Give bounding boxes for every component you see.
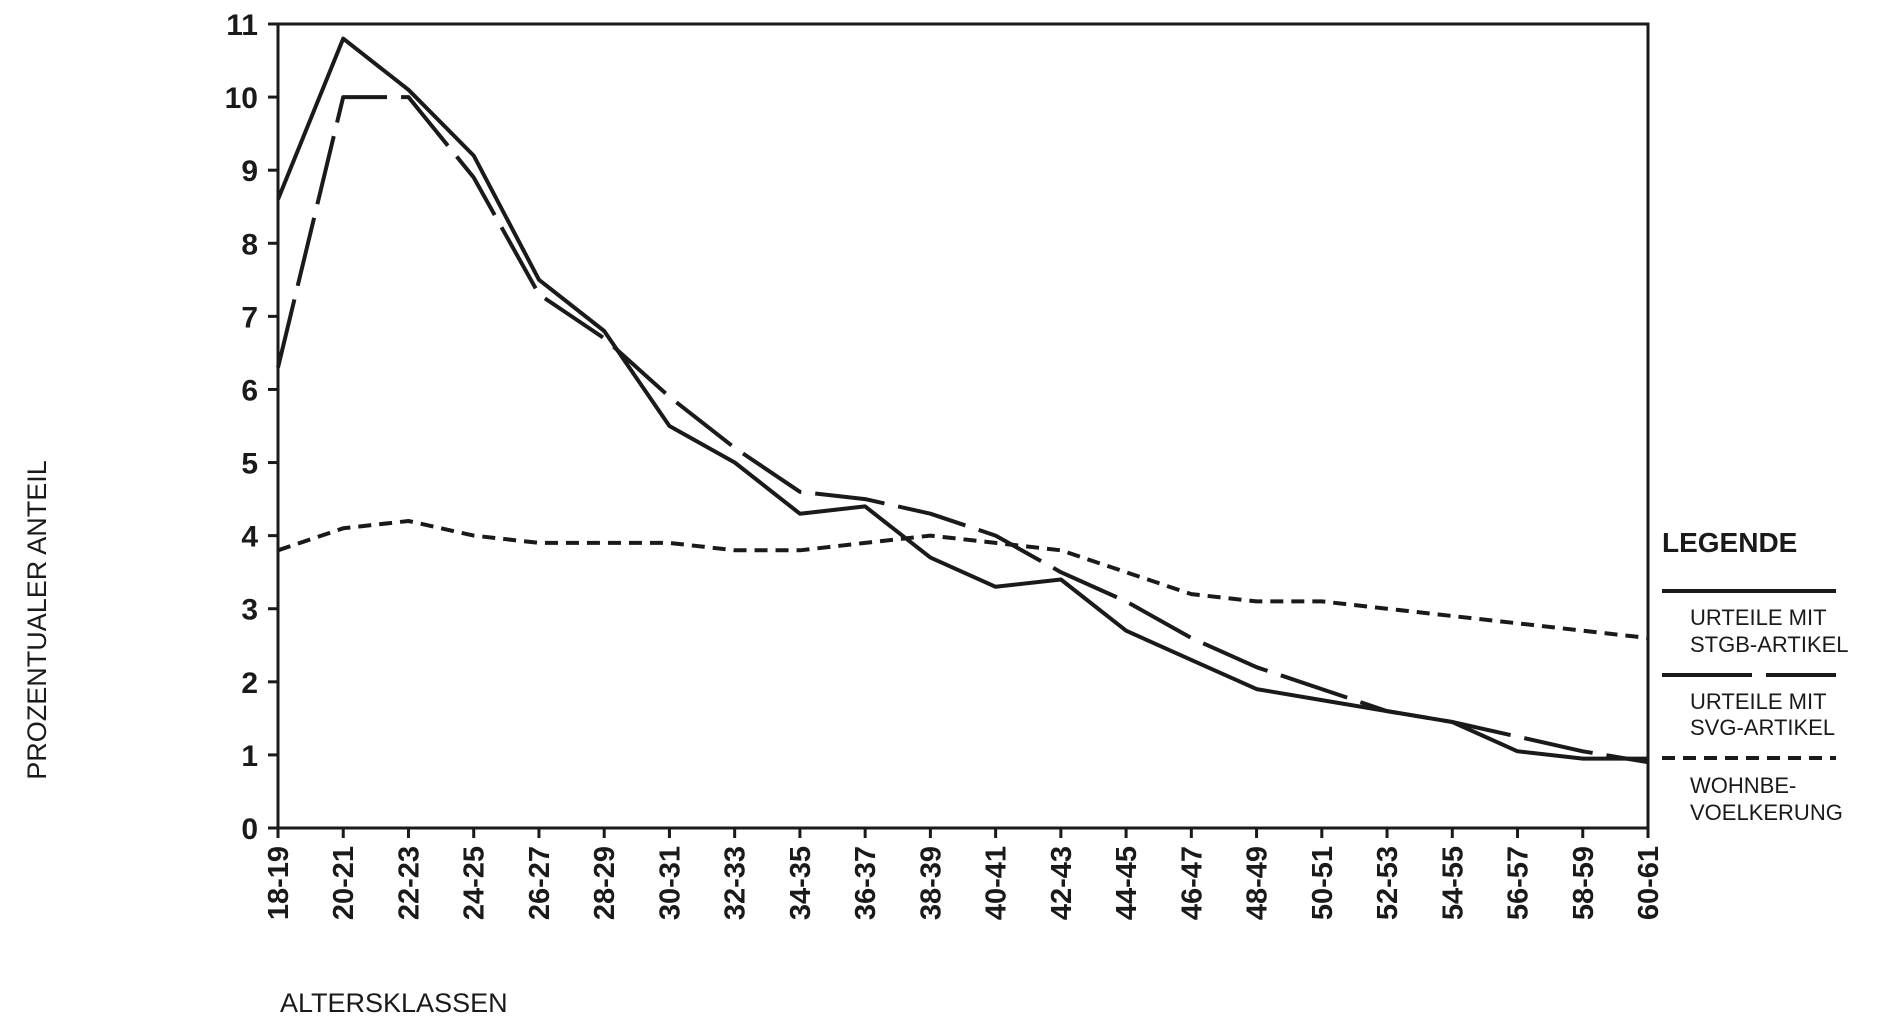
x-tick-label: 46-47 bbox=[1176, 846, 1208, 920]
legend: LEGENDE URTEILE MIT STGB-ARTIKEL URTEILE… bbox=[1662, 527, 1849, 825]
x-tick-label: 24-25 bbox=[459, 846, 491, 920]
legend-label-svg-line2: SVG-ARTIKEL bbox=[1690, 715, 1835, 740]
plot-frame bbox=[276, 22, 1650, 830]
y-axis: 0 1 2 3 4 5 6 7 8 9 10 11 bbox=[225, 9, 278, 846]
series-line-solid bbox=[276, 36, 1648, 761]
y-tick-label: 11 bbox=[226, 9, 258, 42]
y-tick-label: 8 bbox=[241, 228, 258, 261]
x-tick-label: 22-23 bbox=[393, 846, 425, 920]
x-tick-label: 34-35 bbox=[785, 846, 817, 920]
legend-label-wohnbevoelkerung-line2: VOELKERUNG bbox=[1690, 800, 1843, 825]
x-tick-label: 52-53 bbox=[1372, 846, 1404, 920]
x-tick-label: 44-45 bbox=[1111, 846, 1143, 920]
x-tick-label: 30-31 bbox=[654, 846, 686, 920]
y-tick-label: 4 bbox=[241, 521, 258, 554]
y-tick-label: 0 bbox=[241, 813, 258, 846]
legend-title: LEGENDE bbox=[1662, 527, 1797, 558]
x-tick-label: 28-29 bbox=[589, 846, 621, 920]
series-line-long-dash bbox=[276, 95, 1649, 765]
y-tick-label: 6 bbox=[241, 374, 258, 407]
legend-label-stgb-line1: URTEILE MIT bbox=[1690, 605, 1827, 630]
y-tick-label: 3 bbox=[241, 594, 258, 627]
plot-border bbox=[276, 22, 1650, 830]
y-tick-label: 7 bbox=[241, 301, 258, 334]
series-line-short-dash bbox=[277, 519, 1649, 640]
y-tick-label: 5 bbox=[241, 448, 258, 481]
x-tick-label: 20-21 bbox=[328, 846, 360, 920]
x-tick-label: 48-49 bbox=[1242, 846, 1274, 920]
legend-label-svg-line1: URTEILE MIT bbox=[1690, 689, 1827, 714]
x-axis: 18-19 20-21 22-23 24-25 26-27 28-29 30-31 32-33… bbox=[263, 828, 1665, 920]
legend-label-wohnbevoelkerung-line1: WOHNBE- bbox=[1690, 773, 1796, 798]
x-tick-label: 18-19 bbox=[263, 846, 295, 920]
x-tick-label: 36-37 bbox=[850, 846, 882, 920]
series-layer bbox=[276, 36, 1649, 765]
x-tick-label: 32-33 bbox=[720, 846, 752, 920]
x-tick-label: 40-41 bbox=[981, 846, 1013, 920]
y-tick-label: 2 bbox=[241, 667, 258, 700]
y-axis-label: PROZENTUALER ANTEIL bbox=[22, 460, 52, 780]
legend-label-stgb-line2: STGB-ARTIKEL bbox=[1690, 632, 1849, 657]
x-tick-label: 60-61 bbox=[1633, 846, 1665, 920]
x-tick-label: 50-51 bbox=[1307, 846, 1339, 920]
y-tick-label: 1 bbox=[241, 740, 258, 773]
x-tick-label: 26-27 bbox=[524, 846, 556, 920]
x-tick-label: 54-55 bbox=[1437, 846, 1469, 920]
x-tick-label: 42-43 bbox=[1046, 846, 1078, 920]
y-tick-label: 10 bbox=[225, 82, 258, 115]
x-axis-label: ALTERSKLASSEN bbox=[280, 988, 508, 1018]
y-tick-label: 9 bbox=[241, 155, 258, 188]
x-tick-label: 56-57 bbox=[1503, 846, 1535, 920]
x-tick-label: 58-59 bbox=[1568, 846, 1600, 920]
x-tick-label: 38-39 bbox=[915, 846, 947, 920]
